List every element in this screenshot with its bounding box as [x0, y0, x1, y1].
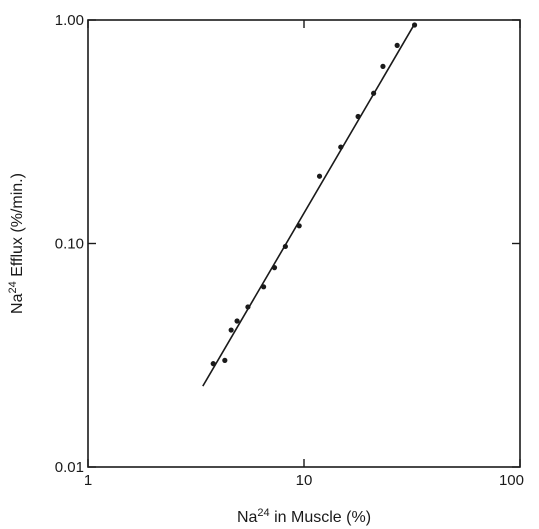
- data-point: [271, 265, 278, 271]
- data-point: [411, 22, 418, 28]
- data-point: [245, 304, 251, 310]
- x-tick-label: 100: [499, 472, 524, 489]
- data-point: [355, 113, 361, 120]
- regression-line: [202, 23, 416, 387]
- data-point: [296, 223, 302, 229]
- x-axis-ticks: [87, 20, 521, 467]
- x-tick-label: 1: [84, 472, 92, 489]
- data-point: [380, 63, 386, 70]
- y-tick-label: 0.01: [55, 459, 84, 476]
- x-axis-label: Na24 in Muscle (%): [237, 507, 371, 526]
- data-point: [222, 357, 228, 363]
- x-tick-label: 10: [296, 472, 313, 489]
- data-point: [394, 42, 400, 48]
- data-point: [282, 243, 288, 250]
- y-axis-label: Na24 Efflux (%/min.): [7, 173, 26, 314]
- data-point: [228, 327, 234, 333]
- data-point: [260, 284, 267, 290]
- y-axis-ticks: [88, 19, 520, 468]
- y-axis-tick-labels: 0.01 0.10 1.00: [55, 12, 84, 476]
- plot-frame: [87, 19, 521, 468]
- x-axis-tick-labels: 1 10 100: [84, 472, 524, 489]
- data-points: [210, 22, 418, 367]
- data-point: [210, 361, 216, 367]
- y-tick-label: 0.10: [55, 236, 84, 253]
- data-point: [316, 173, 323, 179]
- data-point: [234, 318, 240, 324]
- y-tick-label: 1.00: [55, 12, 84, 29]
- data-point: [338, 144, 344, 150]
- data-point: [370, 90, 377, 96]
